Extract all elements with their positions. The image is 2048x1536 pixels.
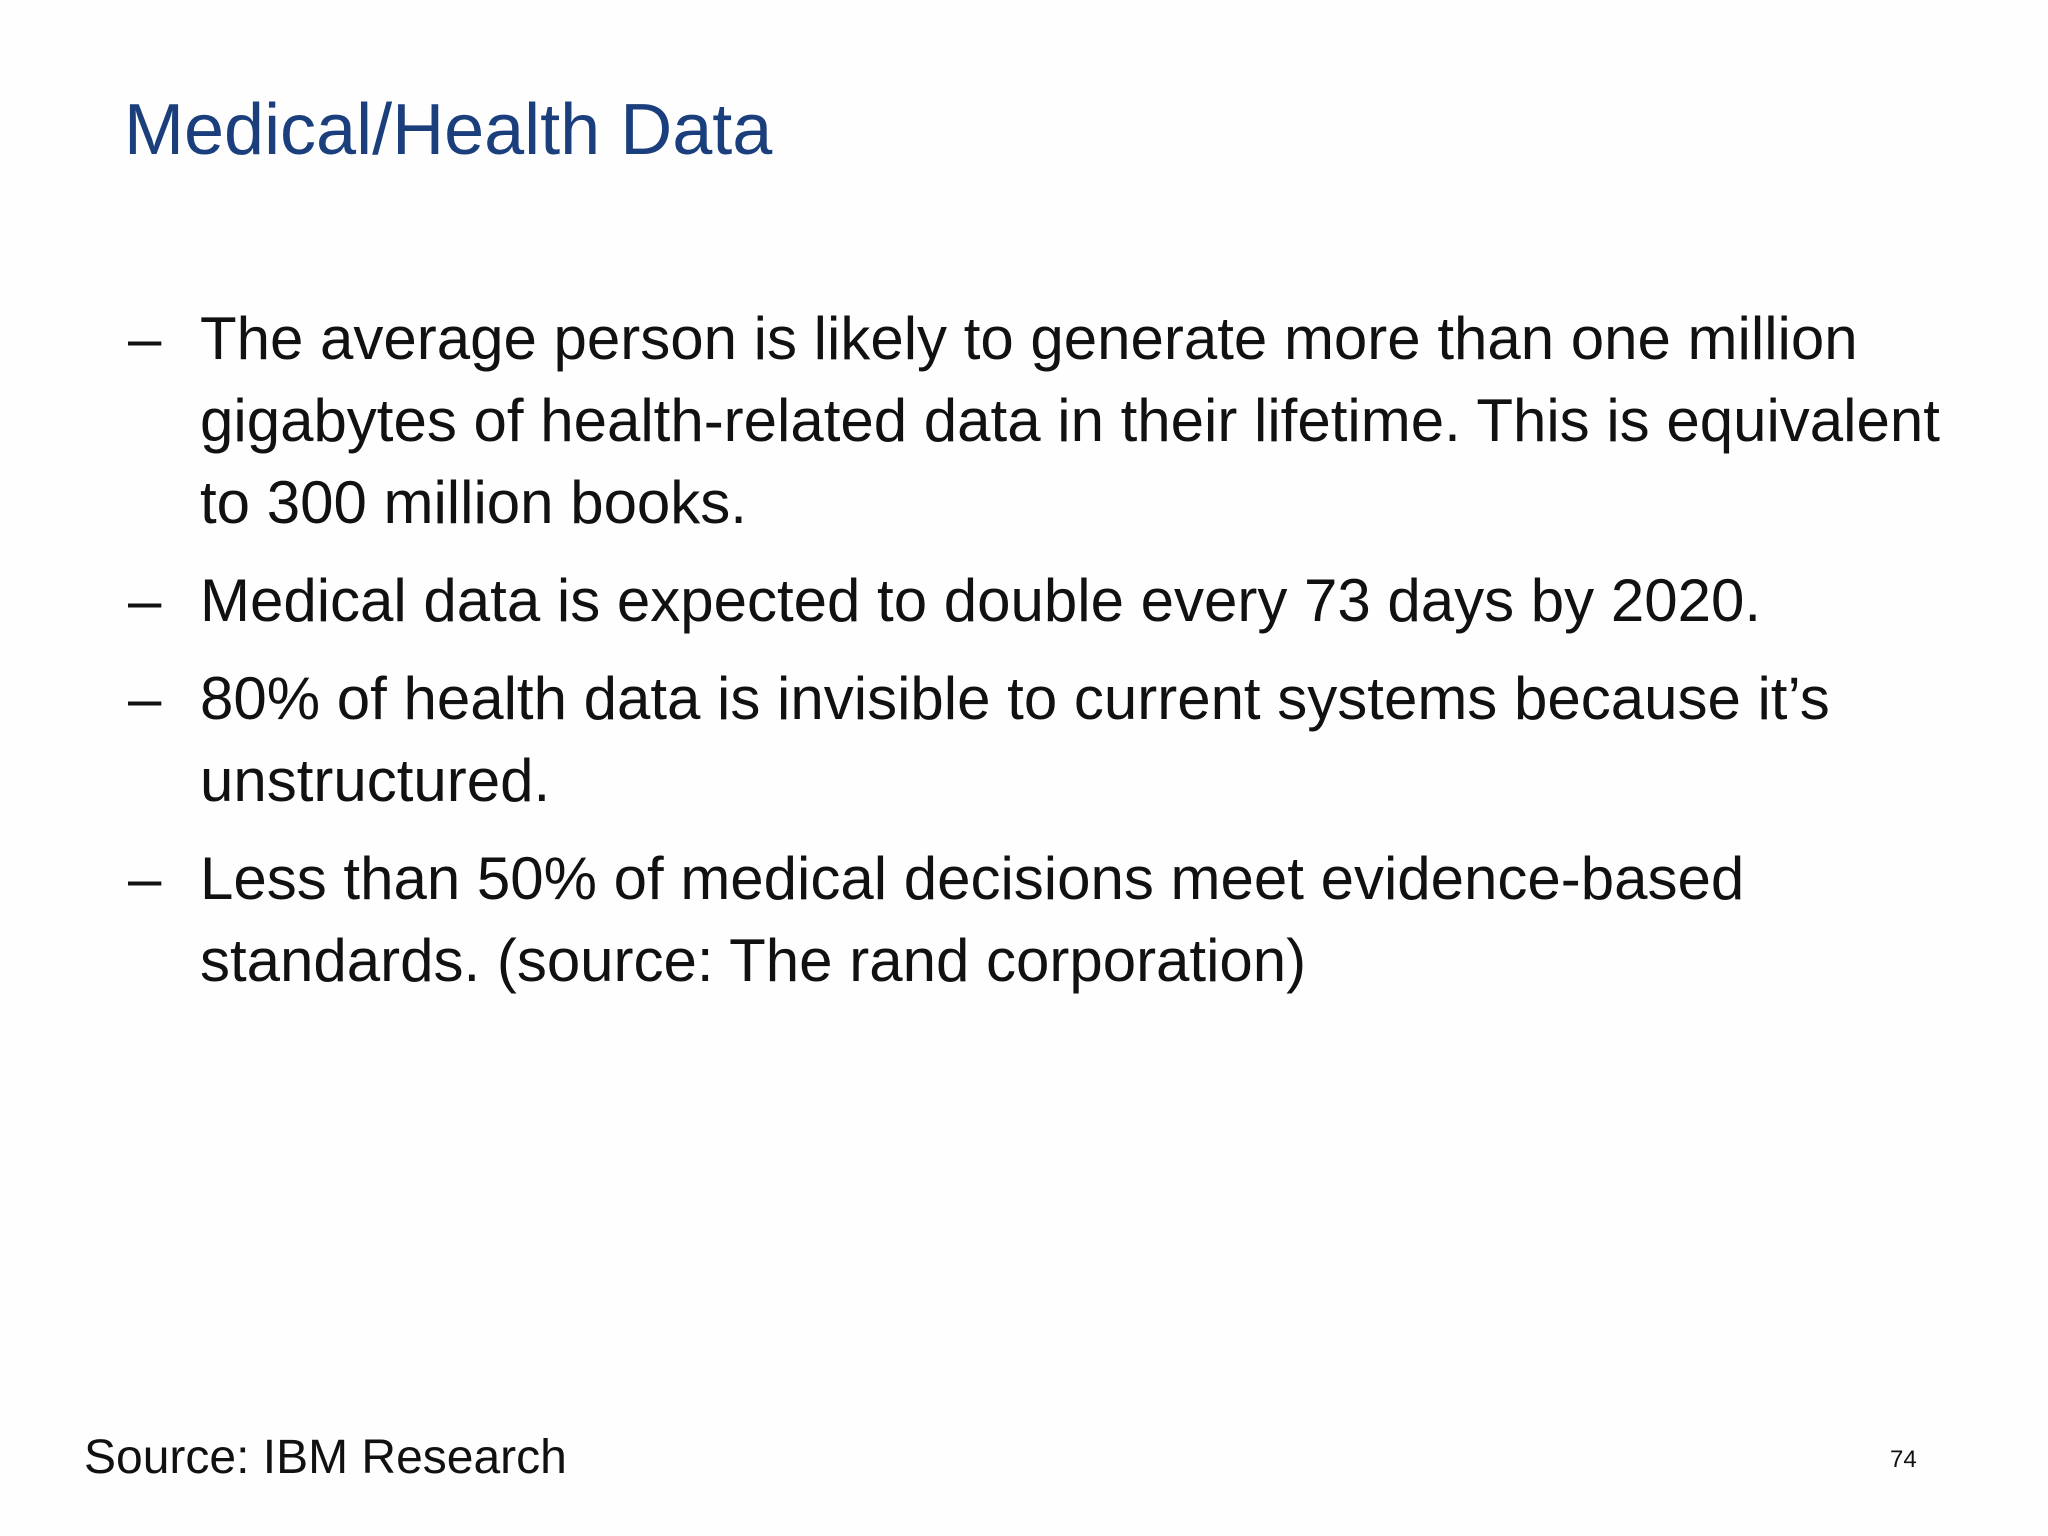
bullet-dash: – (128, 665, 162, 732)
bullet-text: Medical data is expected to double every… (200, 567, 1761, 634)
bullet-text: The average person is likely to generate… (200, 305, 1940, 536)
bullet-text: Less than 50% of medical decisions meet … (200, 845, 1745, 994)
bullet-dash: – (128, 305, 162, 372)
bullet-text: 80% of health data is invisible to curre… (200, 665, 1830, 814)
bullet-item-4: – Less than 50% of medical decisions mee… (124, 838, 1944, 1002)
bullet-dash: – (128, 567, 162, 634)
page-number: 74 (1890, 1446, 1917, 1473)
bullet-dash: – (128, 845, 162, 912)
slide-title: Medical/Health Data (124, 90, 773, 170)
source-citation: Source: IBM Research (84, 1431, 567, 1484)
bullet-item-3: – 80% of health data is invisible to cur… (124, 658, 1944, 822)
bullet-list: – The average person is likely to genera… (124, 298, 1944, 1018)
bullet-item-2: – Medical data is expected to double eve… (124, 560, 1944, 642)
bullet-item-1: – The average person is likely to genera… (124, 298, 1944, 544)
